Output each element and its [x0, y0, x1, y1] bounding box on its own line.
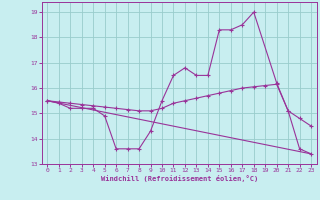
X-axis label: Windchill (Refroidissement éolien,°C): Windchill (Refroidissement éolien,°C)	[100, 175, 258, 182]
